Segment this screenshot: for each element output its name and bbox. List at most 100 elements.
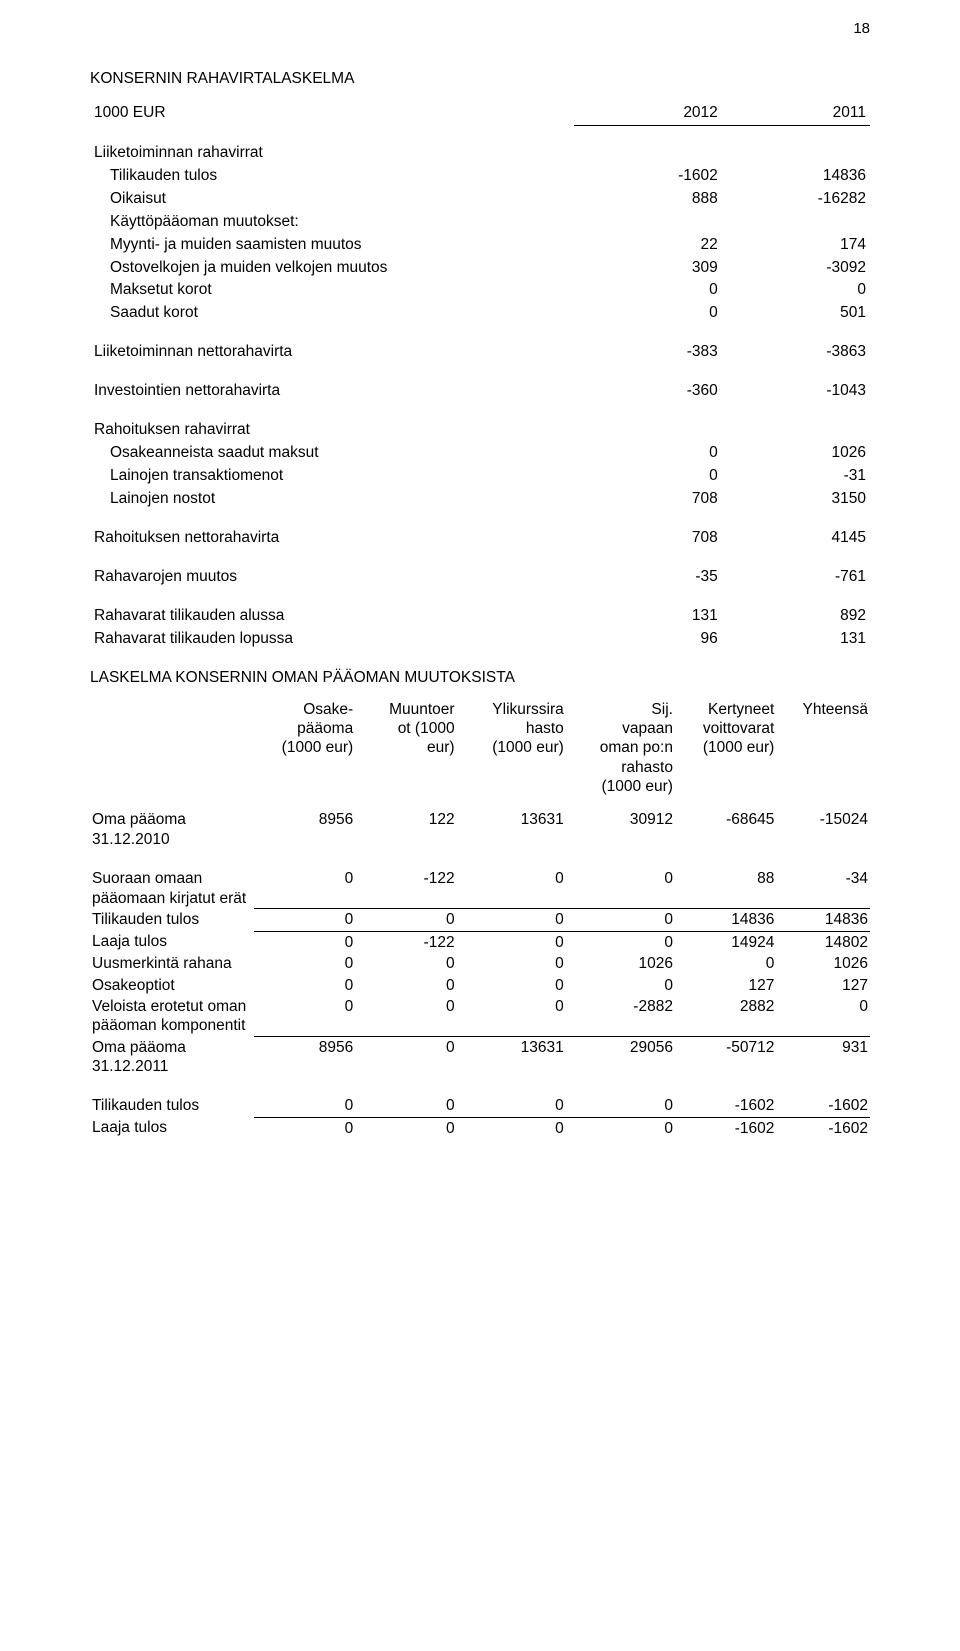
row-value: 708 — [574, 488, 722, 511]
equity-cell: -68645 — [675, 809, 776, 850]
row-label: Lainojen transaktiomenot — [90, 465, 574, 488]
equity-cell: 127 — [675, 975, 776, 996]
equity-cell: 0 — [566, 1095, 675, 1117]
equity-cell: 0 — [776, 996, 870, 1037]
row-value: -1602 — [574, 165, 722, 188]
equity-row-label: Veloista erotetut oman pääoman komponent… — [90, 996, 254, 1037]
page: 18 KONSERNIN RAHAVIRTALASKELMA 1000 EUR2… — [0, 0, 960, 1179]
equity-cell: 0 — [457, 909, 566, 931]
row-value: 1026 — [722, 442, 870, 465]
row-label: Rahavarat tilikauden alussa — [90, 605, 574, 628]
equity-cell: 88 — [675, 868, 776, 909]
equity-cell: 30912 — [566, 809, 675, 850]
equity-col-header: Osake-pääoma(1000 eur) — [254, 699, 355, 798]
equity-cell: -15024 — [776, 809, 870, 850]
row-value: 0 — [574, 465, 722, 488]
equity-col-header: Sij.vapaanoman po:nrahasto(1000 eur) — [566, 699, 675, 798]
row-value: -3863 — [722, 341, 870, 364]
row-label: Rahoituksen rahavirrat — [90, 419, 574, 442]
equity-cell: -2882 — [566, 996, 675, 1037]
equity-title: LASKELMA KONSERNIN OMAN PÄÄOMAN MUUTOKSI… — [90, 669, 870, 687]
row-label: Osakeanneista saadut maksut — [90, 442, 574, 465]
equity-col-header: Yhteensä — [776, 699, 870, 798]
equity-cell: 127 — [776, 975, 870, 996]
page-number: 18 — [853, 20, 870, 37]
equity-cell: 0 — [457, 931, 566, 953]
equity-cell: 14924 — [675, 931, 776, 953]
row-label: Saadut korot — [90, 302, 574, 325]
equity-cell: 0 — [566, 975, 675, 996]
equity-cell: -122 — [355, 868, 456, 909]
row-value: 22 — [574, 234, 722, 257]
equity-row-label: Tilikauden tulos — [90, 909, 254, 931]
equity-cell: 0 — [254, 1117, 355, 1139]
equity-row-label: Suoraan omaan pääomaan kirjatut erät — [90, 868, 254, 909]
equity-row-label: Oma pääoma 31.12.2010 — [90, 809, 254, 850]
equity-cell: 14836 — [675, 909, 776, 931]
equity-cell: 0 — [457, 1117, 566, 1139]
cash-flow-table: 1000 EUR20122011Liiketoiminnan rahavirra… — [90, 102, 870, 651]
row-label: Myynti- ja muiden saamisten muutos — [90, 234, 574, 257]
equity-col-header: Ylikurssirahasto(1000 eur) — [457, 699, 566, 798]
row-label: Investointien nettorahavirta — [90, 380, 574, 403]
row-label: Liiketoiminnan rahavirrat — [90, 142, 574, 165]
row-label: Ostovelkojen ja muiden velkojen muutos — [90, 257, 574, 280]
equity-cell: -34 — [776, 868, 870, 909]
equity-row-label: Tilikauden tulos — [90, 1095, 254, 1117]
equity-body: Oma pääoma 31.12.201089561221363130912-6… — [90, 809, 870, 1139]
equity-cell: 0 — [254, 868, 355, 909]
equity-cell: 2882 — [675, 996, 776, 1037]
row-value: -31 — [722, 465, 870, 488]
row-value: 892 — [722, 605, 870, 628]
equity-cell: 0 — [254, 909, 355, 931]
equity-row-label: Uusmerkintä rahana — [90, 953, 254, 974]
row-value: 131 — [574, 605, 722, 628]
year-col: 2011 — [722, 102, 870, 125]
row-value: 501 — [722, 302, 870, 325]
row-value: 3150 — [722, 488, 870, 511]
equity-row-label: Osakeoptiot — [90, 975, 254, 996]
equity-cell: 0 — [566, 868, 675, 909]
equity-cell: 8956 — [254, 1037, 355, 1078]
row-value: 0 — [574, 302, 722, 325]
equity-cell: 0 — [355, 996, 456, 1037]
equity-cell: 122 — [355, 809, 456, 850]
equity-cell: 1026 — [566, 953, 675, 974]
equity-col-header: Muuntoerot (1000eur) — [355, 699, 456, 798]
cash-flow-body: 1000 EUR20122011Liiketoiminnan rahavirra… — [90, 102, 870, 651]
equity-cell: 0 — [457, 996, 566, 1037]
row-value: -383 — [574, 341, 722, 364]
row-value: -1043 — [722, 380, 870, 403]
row-value: -16282 — [722, 188, 870, 211]
equity-cell: 0 — [457, 975, 566, 996]
equity-cell: 0 — [355, 1037, 456, 1078]
row-value: 888 — [574, 188, 722, 211]
equity-row-label: Laaja tulos — [90, 931, 254, 953]
equity-cell: -50712 — [675, 1037, 776, 1078]
equity-head: Osake-pääoma(1000 eur)Muuntoerot (1000eu… — [90, 699, 870, 810]
row-label: Maksetut korot — [90, 279, 574, 302]
row-label: Rahavarojen muutos — [90, 566, 574, 589]
row-value: -761 — [722, 566, 870, 589]
equity-row-label: Laaja tulos — [90, 1117, 254, 1139]
row-value: 4145 — [722, 527, 870, 550]
row-value: 174 — [722, 234, 870, 257]
equity-cell: 0 — [254, 996, 355, 1037]
row-value — [574, 211, 722, 234]
equity-cell: -1602 — [675, 1095, 776, 1117]
equity-cell: -1602 — [776, 1117, 870, 1139]
row-value: -3092 — [722, 257, 870, 280]
equity-cell: 931 — [776, 1037, 870, 1078]
equity-cell: 0 — [566, 1117, 675, 1139]
equity-cell: 0 — [355, 909, 456, 931]
row-label: Käyttöpääoman muutokset: — [90, 211, 574, 234]
equity-cell: 0 — [457, 868, 566, 909]
equity-cell: 0 — [566, 909, 675, 931]
row-value: 0 — [574, 279, 722, 302]
equity-cell: 13631 — [457, 809, 566, 850]
row-label: Tilikauden tulos — [90, 165, 574, 188]
equity-cell: -122 — [355, 931, 456, 953]
equity-col-header — [90, 699, 254, 798]
unit-label: 1000 EUR — [90, 102, 574, 125]
equity-cell: 8956 — [254, 809, 355, 850]
